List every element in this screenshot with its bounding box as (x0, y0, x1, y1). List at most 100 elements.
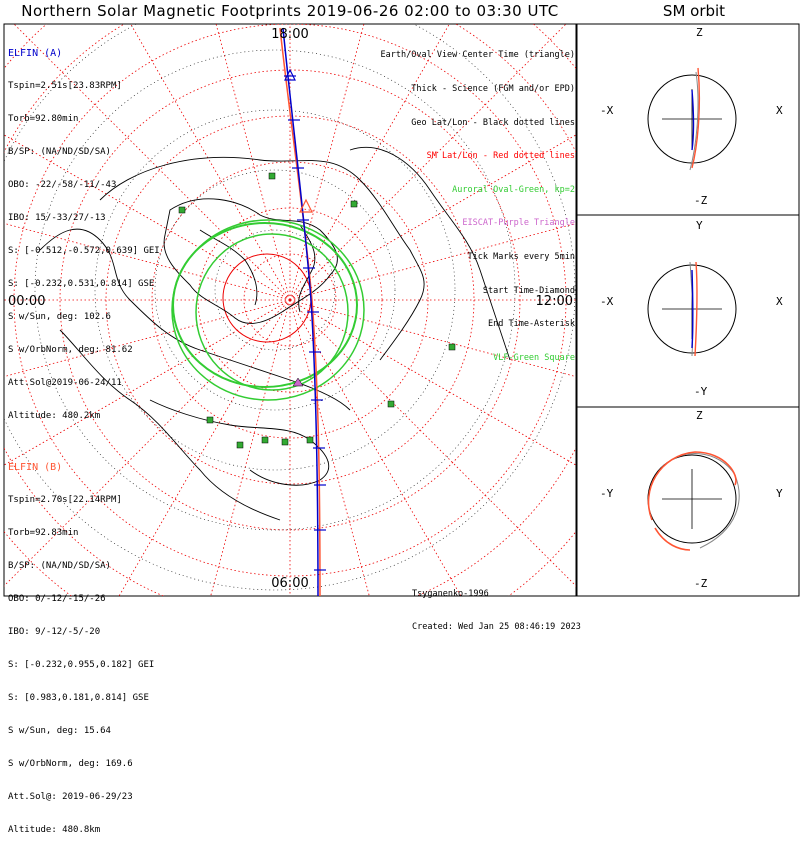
elfin-a-track (282, 27, 319, 596)
axis-label-bottom: -Z (694, 577, 708, 590)
elfin-b-line: S: [-0.232,0.955,0.182] GEI (8, 660, 155, 670)
elfin-b-track (279, 27, 321, 596)
created-date: Created: Wed Jan 25 08:46:19 2023 (412, 622, 581, 632)
elfin-b-line: Torb=92.83min (8, 528, 79, 538)
auroral-ovals (171, 219, 365, 401)
label-bottom: 06:00 (271, 576, 308, 591)
orbit-title: SM orbit (662, 2, 726, 20)
label-top: 18:00 (271, 27, 308, 42)
elfin-b-line: S w/OrbNorm, deg: 169.6 (8, 759, 133, 769)
orbit-plots (647, 67, 740, 551)
vlf-station-square (178, 206, 186, 214)
elfin-b-line: S: [0.983,0.181,0.814] GSE (8, 693, 149, 703)
orbit-path-b (654, 527, 691, 551)
axis-label-left: -X (600, 295, 614, 308)
geo-lat-circle (94, 109, 456, 471)
elfin-b-line: OBO: 0/-12/-15/-26 (8, 594, 106, 604)
orbit-panel-xy: Y -Y -X X (588, 215, 800, 407)
geo-lat-circle (214, 229, 336, 351)
elfin-a-line: S w/Sun, deg: 102.6 (8, 312, 111, 322)
vlf-station-square (236, 441, 244, 449)
elfin-a-line: B/SP: (NA/ND/SD/SA) (8, 147, 111, 157)
orbit-path-b (694, 261, 698, 357)
vlf-station-square (281, 438, 289, 446)
axis-label-right: Y (776, 487, 783, 500)
legend-item: Start Time-Diamond (482, 285, 575, 296)
orbit-path-gray (689, 71, 699, 171)
vlf-station-square (261, 436, 269, 444)
view-center-triangle-b (299, 198, 313, 213)
legend-item: End Time-Asterisk (488, 319, 575, 330)
legend-item: Thick - Science (FGM and/or EPD) (411, 84, 575, 95)
elfin-a-line: IBO: 15/-33/27/-13 (8, 213, 106, 223)
elfin-a-line: Altitude: 480.2km (8, 411, 101, 421)
axis-label-bottom: -Z (694, 194, 708, 207)
elfin-b-header: ELFIN (B) (8, 462, 63, 473)
legend-item: EISCAT-Purple Triangle (462, 218, 575, 229)
orbit-panel-yz: Z -Z -Y Y (588, 407, 800, 596)
elfin-a-info: ELFIN (A) Tspin=2.51s[23.83RPM] Torb=92.… (8, 26, 160, 433)
sm-lat-circle (59, 69, 521, 531)
elfin-a-line: Tspin=2.51s[23.83RPM] (8, 81, 122, 91)
elfin-b-line: Tspin=2.70s[22.14RPM] (8, 495, 122, 505)
credit: Tsyganenko-1996 Created: Wed Jan 25 08:4… (412, 567, 581, 644)
axis-label-top: Z (696, 409, 703, 422)
geo-lat-circle (154, 169, 396, 411)
geo-lat-circle (34, 49, 516, 531)
sm-lat-circle (243, 253, 337, 347)
orbit-path-a (691, 269, 694, 349)
auroral-oval-inner (172, 222, 358, 388)
legend-item: Geo Lat/Lon - Black dotted lines (411, 117, 575, 128)
axis-label-top: Y (696, 219, 703, 232)
auroral-oval-outer (171, 219, 365, 401)
orbit-path-b (691, 67, 701, 169)
label-left: 00:00 (8, 294, 45, 309)
vlf-station-square (306, 436, 314, 444)
orbit-path-b (647, 451, 737, 521)
elfin-a-header: ELFIN (A) (8, 48, 63, 59)
vlf-station-square (206, 416, 214, 424)
elfin-b-line: Att.Sol@: 2019-06-29/23 (8, 792, 133, 802)
legend-item: Earth/Oval View Center Time (triangle) (380, 50, 575, 61)
coastline (298, 224, 316, 313)
geo-lat-circle (4, 24, 576, 591)
elfin-b-line: B/SP: (NA/ND/SD/SA) (8, 561, 111, 571)
axis-label-top: Z (696, 26, 703, 39)
elfin-a-line: S w/OrbNorm, deg: 81.62 (8, 345, 133, 355)
axis-label-right: X (776, 104, 783, 117)
geo-grid (4, 24, 576, 591)
orbit-panel-frame-3 (576, 406, 800, 597)
map-legend: Earth/Oval View Center Time (triangle) T… (381, 28, 575, 375)
coastline (59, 329, 281, 521)
axis-label-bottom: -Y (694, 385, 708, 398)
legend-item: VLF-Green Square (493, 352, 575, 363)
model-name: Tsyganenko-1996 (412, 589, 489, 599)
elfin-a-line: Torb=92.80min (8, 114, 79, 124)
elfin-a-line: S: [-0.232,0.531,0.814] GSE (8, 279, 155, 289)
coastline (349, 146, 511, 361)
elfin-a-line: S: [-0.512,-0.572,0.639] GEI (8, 246, 160, 256)
elfin-b-line: Altitude: 480.8km (8, 825, 101, 835)
axis-label-left: -X (600, 104, 614, 117)
elfin-b-line: IBO: 9/-12/-5/-20 (8, 627, 101, 637)
sm-lat-circle (151, 161, 429, 439)
elfin-b-info: ELFIN (B) Tspin=2.70s[22.14RPM] Torb=92.… (8, 440, 154, 847)
elfin-a-line: OBO: -22/-58/-11/-43 (8, 180, 117, 190)
axis-label-right: X (776, 295, 783, 308)
vlf-stations (178, 172, 456, 449)
elfin-a-line: Att.Sol@2019-06-24/11 (8, 378, 122, 388)
auroral-oval-inner-2 (195, 233, 349, 391)
view-center-triangle-a (284, 68, 296, 81)
label-right: 12:00 (536, 294, 573, 309)
orbit-panel-xz: Z -Z -X X (588, 24, 800, 215)
coastline (99, 157, 425, 361)
vlf-station-square (387, 400, 395, 408)
elfin-b-line: S w/Sun, deg: 15.64 (8, 726, 111, 736)
page-title: Northern Solar Magnetic Footprints 2019-… (21, 2, 559, 20)
vlf-station-square (350, 200, 358, 208)
orbit-path-a (691, 89, 695, 151)
eiscat-triangle (292, 377, 304, 387)
vlf-station-square (448, 343, 456, 351)
coastline (163, 198, 338, 324)
footprint-map: 18:00 06:00 00:00 12:00 (3, 23, 800, 597)
